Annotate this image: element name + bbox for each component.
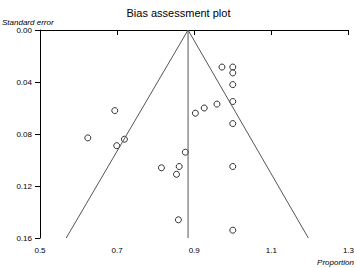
svg-text:0.12: 0.12 bbox=[16, 182, 32, 191]
svg-text:0.7: 0.7 bbox=[112, 246, 124, 255]
svg-text:Standard error: Standard error bbox=[2, 17, 54, 27]
svg-text:0.00: 0.00 bbox=[16, 26, 32, 35]
svg-text:0.5: 0.5 bbox=[34, 246, 46, 255]
svg-text:0.16: 0.16 bbox=[16, 234, 32, 243]
svg-text:0.04: 0.04 bbox=[16, 78, 32, 87]
svg-text:Proportion: Proportion bbox=[317, 258, 354, 267]
svg-text:1.1: 1.1 bbox=[266, 246, 278, 255]
svg-text:0.9: 0.9 bbox=[189, 246, 201, 255]
svg-text:Bias assessment plot: Bias assessment plot bbox=[127, 7, 231, 19]
svg-text:1.3: 1.3 bbox=[343, 246, 355, 255]
svg-text:0.08: 0.08 bbox=[16, 130, 32, 139]
